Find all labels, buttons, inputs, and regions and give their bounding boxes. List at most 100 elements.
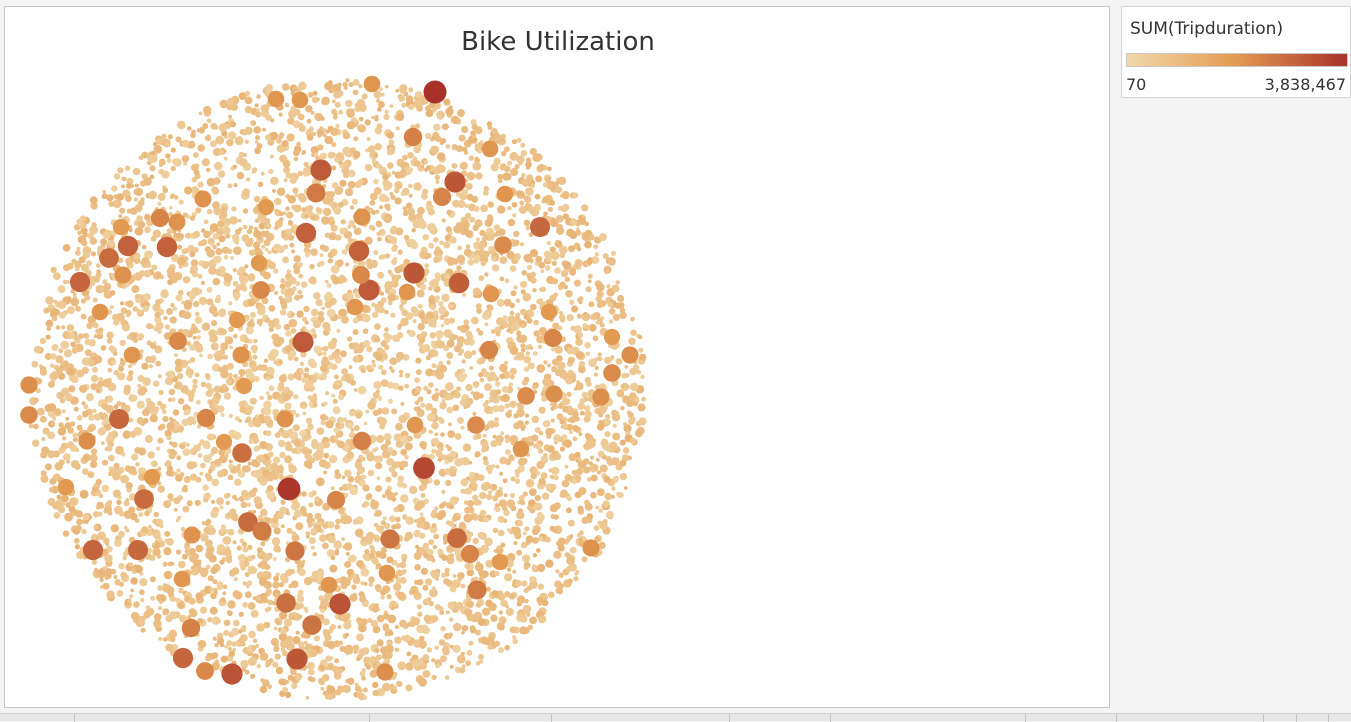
bubble[interactable]: [435, 180, 440, 184]
bubble[interactable]: [211, 499, 216, 504]
bubble[interactable]: [345, 292, 354, 301]
bubble[interactable]: [638, 335, 643, 340]
bubble[interactable]: [58, 506, 66, 514]
bubble[interactable]: [581, 536, 587, 541]
bubble[interactable]: [91, 533, 97, 539]
bubble[interactable]: [324, 300, 333, 309]
bubble[interactable]: [300, 351, 307, 358]
bubble[interactable]: [164, 377, 174, 386]
bubble[interactable]: [556, 226, 565, 235]
bubble[interactable]: [213, 385, 221, 393]
bubble[interactable]: [218, 448, 226, 456]
bubble[interactable]: [525, 351, 531, 356]
bubble[interactable]: [158, 594, 167, 603]
bubble[interactable]: [587, 273, 593, 279]
bubble[interactable]: [483, 190, 489, 196]
bubble[interactable]: [199, 471, 204, 476]
bubble[interactable]: [305, 696, 310, 700]
bubble[interactable]: [544, 255, 552, 263]
bubble[interactable]: [538, 430, 544, 436]
bubble[interactable]: [575, 229, 582, 236]
bubble[interactable]: [54, 408, 61, 415]
bubble[interactable]: [248, 657, 257, 666]
bubble[interactable]: [84, 349, 92, 357]
bubble[interactable]: [170, 303, 175, 308]
bubble[interactable]: [486, 493, 493, 501]
bubble[interactable]: [294, 294, 301, 301]
bubble[interactable]: [394, 624, 400, 630]
bubble[interactable]: [629, 437, 637, 445]
bubble[interactable]: [547, 379, 555, 388]
bubble[interactable]: [191, 176, 198, 183]
bubble[interactable]: [588, 234, 595, 241]
bubble[interactable]: [425, 109, 434, 118]
bubble[interactable]: [133, 601, 140, 608]
bubble[interactable]: [344, 492, 349, 498]
bubble[interactable]: [44, 463, 52, 471]
bubble[interactable]: [316, 570, 325, 579]
bubble[interactable]: [461, 359, 466, 364]
bubble[interactable]: [406, 651, 412, 657]
bubble[interactable]: [191, 186, 200, 195]
bubble[interactable]: [393, 582, 402, 592]
bubble[interactable]: [266, 366, 275, 376]
bubble[interactable]: [502, 478, 508, 484]
bubble[interactable]: [480, 204, 488, 213]
bubble[interactable]: [156, 519, 164, 526]
bubble[interactable]: [388, 366, 393, 370]
bubble[interactable]: [101, 459, 109, 466]
bubble[interactable]: [249, 311, 256, 318]
bubble[interactable]: [373, 381, 382, 390]
bubble[interactable]: [225, 378, 232, 385]
bubble[interactable]: [474, 156, 479, 161]
bubble[interactable]: [150, 595, 156, 601]
bubble[interactable]: [360, 466, 365, 472]
bubble[interactable]: [462, 146, 468, 153]
bubble[interactable]: [395, 577, 403, 584]
bubble[interactable]: [119, 339, 126, 347]
bubble[interactable]: [68, 505, 76, 513]
bubble[interactable]: [453, 391, 461, 399]
bubble[interactable]: [290, 612, 299, 620]
bubble[interactable]: [604, 492, 612, 501]
bubble[interactable]: [339, 179, 347, 187]
bubble[interactable]: [185, 442, 190, 447]
bubble[interactable]: [436, 152, 446, 161]
bubble[interactable]: [361, 474, 367, 480]
bubble[interactable]: [428, 539, 435, 545]
bubble[interactable]: [325, 420, 334, 429]
bubble[interactable]: [170, 561, 175, 566]
bubble[interactable]: [136, 215, 144, 222]
bubble[interactable]: [256, 547, 263, 553]
bubble[interactable]: [95, 272, 102, 278]
bubble[interactable]: [308, 126, 314, 132]
bubble[interactable]: [456, 513, 461, 518]
bubble[interactable]: [247, 461, 252, 466]
bubble[interactable]: [616, 389, 625, 398]
bubble[interactable]: [136, 416, 144, 425]
bubble[interactable]: [524, 413, 530, 418]
bubble[interactable]: [181, 155, 190, 163]
bubble[interactable]: [290, 312, 295, 317]
bubble[interactable]: [513, 541, 518, 545]
bubble[interactable]: [417, 611, 423, 617]
bubble[interactable]: [206, 248, 215, 258]
bubble[interactable]: [597, 520, 603, 526]
bubble[interactable]: [203, 230, 211, 239]
bubble[interactable]: [382, 449, 391, 459]
bubble[interactable]: [509, 374, 515, 380]
bubble[interactable]: [305, 379, 311, 385]
bubble[interactable]: [352, 317, 359, 324]
bubble[interactable]: [456, 254, 466, 263]
bubble[interactable]: [77, 231, 82, 235]
bubble[interactable]: [346, 379, 352, 384]
bubble[interactable]: [547, 445, 555, 453]
bubble[interactable]: [516, 534, 521, 540]
bubble[interactable]: [502, 172, 511, 181]
bubble[interactable]: [516, 520, 524, 527]
bubble[interactable]: [137, 199, 145, 207]
bubble[interactable]: [415, 385, 422, 393]
bubble[interactable]: [262, 571, 272, 580]
bubble[interactable]: [621, 454, 630, 462]
bubble[interactable]: [323, 470, 327, 475]
